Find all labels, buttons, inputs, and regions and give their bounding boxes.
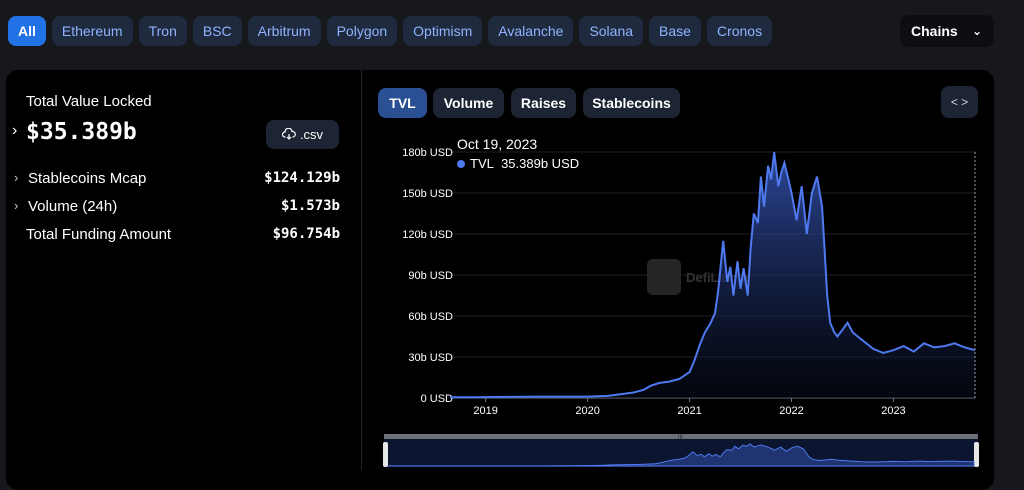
- chains-dropdown[interactable]: Chains ⌄: [900, 15, 994, 47]
- cloud-download-icon: [281, 127, 296, 140]
- tooltip-series: TVL 35.389b USD: [457, 156, 579, 171]
- chevron-right-icon[interactable]: ›: [12, 122, 18, 139]
- embed-button[interactable]: < >: [941, 86, 978, 118]
- tvl-label: Total Value Locked: [26, 93, 152, 110]
- tab-stablecoins[interactable]: Stablecoins: [583, 88, 680, 118]
- tab-tvl[interactable]: TVL: [378, 88, 427, 118]
- series-dot-icon: [457, 160, 465, 168]
- tooltip-date: Oct 19, 2023: [457, 136, 538, 152]
- chain-chip-bsc[interactable]: BSC: [192, 16, 242, 46]
- panel-divider: [361, 70, 362, 470]
- chain-filter-bar: All Ethereum Tron BSC Arbitrum Polygon Optimis…: [8, 16, 773, 46]
- stat-label: Stablecoins Mcap: [28, 170, 147, 187]
- chain-chip-all[interactable]: All: [8, 16, 46, 46]
- stat-value: $1.573b: [280, 198, 340, 214]
- csv-label: .csv: [299, 127, 324, 142]
- download-csv-button[interactable]: .csv: [266, 120, 339, 149]
- stat-label: Volume (24h): [28, 198, 118, 215]
- tooltip-series-value: 35.389b USD: [501, 156, 580, 171]
- chain-chip-cronos[interactable]: Cronos: [706, 16, 773, 46]
- tab-volume[interactable]: Volume: [433, 88, 504, 118]
- stat-row-funding: Total Funding Amount $96.754b: [14, 226, 340, 248]
- main-panel: [6, 70, 994, 490]
- chain-chip-solana[interactable]: Solana: [579, 16, 644, 46]
- chevron-down-icon: ⌄: [971, 24, 982, 38]
- chain-chip-tron[interactable]: Tron: [138, 16, 187, 46]
- chain-chip-polygon[interactable]: Polygon: [326, 16, 398, 46]
- stat-label: Total Funding Amount: [26, 226, 172, 243]
- chevron-right-icon: ›: [14, 170, 19, 185]
- stat-value: $96.754b: [272, 226, 340, 242]
- tab-raises[interactable]: Raises: [511, 88, 576, 118]
- chain-chip-avalanche[interactable]: Avalanche: [488, 16, 574, 46]
- chevron-right-icon: ›: [14, 198, 19, 213]
- code-icon: < >: [950, 95, 969, 109]
- chain-chip-ethereum[interactable]: Ethereum: [51, 16, 133, 46]
- chain-chip-optimism[interactable]: Optimism: [403, 16, 483, 46]
- chain-chip-base[interactable]: Base: [649, 16, 701, 46]
- tvl-value: $35.389b: [26, 119, 137, 145]
- tooltip-series-name: TVL: [470, 156, 494, 171]
- stat-value: $124.129b: [264, 170, 340, 186]
- chains-dropdown-label: Chains: [911, 23, 958, 39]
- chain-chip-arbitrum[interactable]: Arbitrum: [247, 16, 321, 46]
- stat-row-volume[interactable]: › Volume (24h) $1.573b: [14, 198, 340, 220]
- stat-row-stablecoins[interactable]: › Stablecoins Mcap $124.129b: [14, 170, 340, 192]
